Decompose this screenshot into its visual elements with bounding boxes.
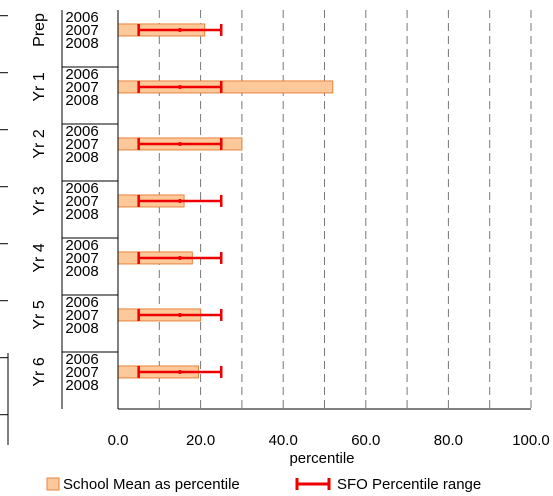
sfo-mid-marker	[177, 369, 182, 374]
year-label-2008: 2008	[65, 92, 98, 109]
year-label-2008: 2008	[65, 320, 98, 337]
bars-layer	[117, 23, 334, 379]
x-tick-label-80-0: 80.0	[434, 432, 463, 449]
axis-layer: 0.0 20.0 40.0 60.0 80.0 100.0	[0, 10, 550, 449]
year-label-2006: 2006	[65, 294, 98, 311]
sfo-mid-marker	[177, 198, 182, 203]
year-label-2006: 2006	[65, 237, 98, 254]
year-label-2008: 2008	[65, 35, 98, 52]
group-label-yr-1: Yr 1	[31, 72, 48, 101]
x-tick-label-0-0: 0.0	[108, 432, 129, 449]
group-label-prep: Prep	[31, 13, 48, 47]
year-label-2008: 2008	[65, 263, 98, 280]
year-label-2007: 2007	[65, 193, 98, 210]
year-label-2007: 2007	[65, 307, 98, 324]
group-label-yr-3: Yr 3	[31, 186, 48, 215]
sfo-mid-marker	[177, 27, 182, 32]
sfo-mid-marker	[177, 255, 182, 260]
legend-swatch-school-mean	[46, 477, 60, 491]
x-tick-label-40-0: 40.0	[269, 432, 298, 449]
group-label-yr-5: Yr 5	[31, 300, 48, 329]
year-label-2008: 2008	[65, 149, 98, 166]
year-label-2006: 2006	[65, 66, 98, 83]
grid-layer	[158, 10, 532, 409]
x-axis-title: percentile	[289, 450, 354, 467]
legend: School Mean as percentile SFO Percentile…	[46, 476, 481, 493]
x-tick-label-100-0: 100.0	[512, 432, 550, 449]
group-label-yr-6: Yr 6	[31, 357, 48, 386]
x-tick-label-20-0: 20.0	[186, 432, 215, 449]
year-label-2007: 2007	[65, 364, 98, 381]
year-label-2006: 2006	[65, 9, 98, 26]
group-label-yr-2: Yr 2	[31, 129, 48, 158]
year-label-2007: 2007	[65, 22, 98, 39]
year-label-2007: 2007	[65, 250, 98, 267]
year-label-2006: 2006	[65, 180, 98, 197]
year-label-2008: 2008	[65, 206, 98, 223]
sfo-mid-marker	[177, 84, 182, 89]
year-label-2006: 2006	[65, 351, 98, 368]
legend-swatch-sfo-range	[295, 478, 331, 490]
legend-label-sfo-range: SFO Percentile range	[337, 476, 481, 493]
group-label-yr-4: Yr 4	[31, 243, 48, 272]
year-label-2008: 2008	[65, 377, 98, 394]
year-label-2007: 2007	[65, 136, 98, 153]
sfo-mid-marker	[177, 141, 182, 146]
legend-label-school-mean: School Mean as percentile	[63, 476, 240, 493]
year-label-2007: 2007	[65, 79, 98, 96]
year-label-2006: 2006	[65, 123, 98, 140]
x-tick-label-60-0: 60.0	[351, 432, 380, 449]
sfo-mid-marker	[177, 312, 182, 317]
